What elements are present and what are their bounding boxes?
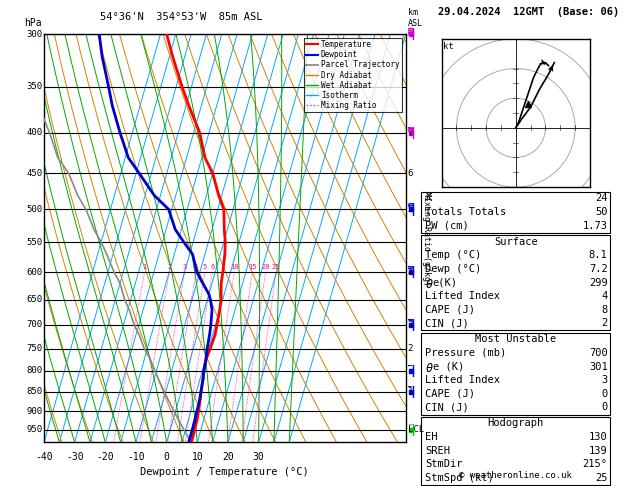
- Text: StmSpd (kt): StmSpd (kt): [425, 473, 494, 483]
- Text: θ: θ: [425, 278, 432, 291]
- Text: 4: 4: [408, 267, 413, 277]
- Text: 20: 20: [261, 264, 270, 270]
- Text: 500: 500: [26, 205, 42, 214]
- Text: LCL: LCL: [408, 425, 424, 434]
- Text: Mixing Ratio (g/kg): Mixing Ratio (g/kg): [422, 191, 431, 286]
- Text: 4: 4: [194, 264, 198, 270]
- Text: Dewp (°C): Dewp (°C): [425, 264, 481, 274]
- Text: 1: 1: [408, 387, 413, 396]
- Text: 650: 650: [26, 295, 42, 304]
- Text: 1: 1: [142, 264, 147, 270]
- Text: 8.1: 8.1: [589, 250, 608, 260]
- Text: © weatheronline.co.uk: © weatheronline.co.uk: [459, 471, 572, 480]
- Text: Dewpoint / Temperature (°C): Dewpoint / Temperature (°C): [140, 467, 309, 477]
- Text: -40: -40: [35, 452, 53, 463]
- Text: 850: 850: [26, 387, 42, 396]
- Text: 0: 0: [601, 389, 608, 399]
- Text: 2: 2: [167, 264, 172, 270]
- Text: 6: 6: [210, 264, 214, 270]
- Text: K: K: [425, 193, 431, 204]
- Text: 600: 600: [26, 267, 42, 277]
- Text: 350: 350: [26, 83, 42, 91]
- Text: CIN (J): CIN (J): [425, 402, 469, 413]
- Text: 0: 0: [164, 452, 170, 463]
- Text: 700: 700: [26, 320, 42, 330]
- Text: Hodograph: Hodograph: [487, 418, 544, 429]
- Text: CIN (J): CIN (J): [425, 318, 469, 329]
- Text: Most Unstable: Most Unstable: [475, 334, 557, 345]
- Text: Temp (°C): Temp (°C): [425, 250, 481, 260]
- Text: 3: 3: [601, 375, 608, 385]
- Text: 301: 301: [589, 362, 608, 372]
- Text: 0: 0: [601, 402, 608, 413]
- Text: SREH: SREH: [425, 446, 450, 456]
- Text: 3: 3: [182, 264, 187, 270]
- Text: 7: 7: [408, 128, 413, 138]
- Text: -20: -20: [96, 452, 114, 463]
- Text: -10: -10: [127, 452, 145, 463]
- Text: 10: 10: [191, 452, 203, 463]
- Text: 700: 700: [589, 348, 608, 358]
- Text: 900: 900: [26, 407, 42, 416]
- Text: 54°36'N  354°53'W  85m ASL: 54°36'N 354°53'W 85m ASL: [100, 12, 263, 22]
- Text: 299: 299: [589, 278, 608, 288]
- Text: 139: 139: [589, 446, 608, 456]
- Text: Totals Totals: Totals Totals: [425, 207, 506, 217]
- Text: 29.04.2024  12GMT  (Base: 06): 29.04.2024 12GMT (Base: 06): [438, 7, 619, 17]
- Text: 25: 25: [595, 473, 608, 483]
- Text: 5: 5: [408, 205, 413, 214]
- Text: 5: 5: [203, 264, 207, 270]
- Text: 130: 130: [589, 432, 608, 442]
- Text: 20: 20: [222, 452, 234, 463]
- Text: 6: 6: [408, 169, 413, 178]
- Text: Pressure (mb): Pressure (mb): [425, 348, 506, 358]
- Text: 7.2: 7.2: [589, 264, 608, 274]
- Text: 3: 3: [408, 320, 413, 330]
- Text: -30: -30: [66, 452, 84, 463]
- Text: PW (cm): PW (cm): [425, 221, 469, 231]
- Text: 450: 450: [26, 169, 42, 178]
- Text: 400: 400: [26, 128, 42, 138]
- Text: 1.73: 1.73: [582, 221, 608, 231]
- Text: θ: θ: [425, 362, 432, 375]
- Text: e(K): e(K): [433, 278, 458, 288]
- Text: CAPE (J): CAPE (J): [425, 305, 475, 315]
- Text: 2: 2: [408, 344, 413, 353]
- Text: 15: 15: [248, 264, 257, 270]
- Text: hPa: hPa: [25, 18, 42, 28]
- Text: 30: 30: [253, 452, 264, 463]
- Text: 25: 25: [272, 264, 281, 270]
- Legend: Temperature, Dewpoint, Parcel Trajectory, Dry Adiabat, Wet Adiabat, Isotherm, Mi: Temperature, Dewpoint, Parcel Trajectory…: [304, 38, 402, 112]
- Text: 300: 300: [26, 30, 42, 38]
- Text: 50: 50: [595, 207, 608, 217]
- Text: 2: 2: [601, 318, 608, 329]
- Text: 215°: 215°: [582, 459, 608, 469]
- Text: 8: 8: [601, 305, 608, 315]
- Text: kt: kt: [443, 42, 454, 51]
- Text: Lifted Index: Lifted Index: [425, 375, 500, 385]
- Text: 4: 4: [601, 291, 608, 301]
- Text: 950: 950: [26, 425, 42, 434]
- Text: CAPE (J): CAPE (J): [425, 389, 475, 399]
- Text: 750: 750: [26, 344, 42, 353]
- Text: e (K): e (K): [433, 362, 464, 372]
- Text: 10: 10: [230, 264, 238, 270]
- Text: 550: 550: [26, 238, 42, 247]
- Text: StmDir: StmDir: [425, 459, 463, 469]
- Text: Lifted Index: Lifted Index: [425, 291, 500, 301]
- Text: Surface: Surface: [494, 237, 538, 247]
- Text: km
ASL: km ASL: [408, 8, 423, 28]
- Text: 800: 800: [26, 366, 42, 375]
- Text: 24: 24: [595, 193, 608, 204]
- Text: EH: EH: [425, 432, 438, 442]
